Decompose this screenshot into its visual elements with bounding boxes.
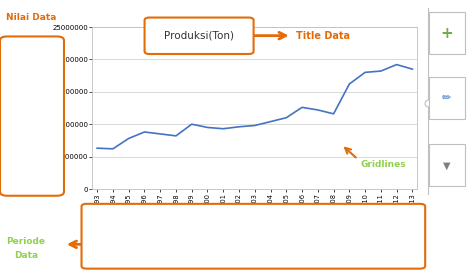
Text: Produksi(Ton): Produksi(Ton) <box>164 31 234 41</box>
Text: ▼: ▼ <box>443 160 450 171</box>
Text: Nilai Data: Nilai Data <box>6 13 56 22</box>
Text: Periode: Periode <box>7 237 46 246</box>
Text: ✏: ✏ <box>442 93 451 103</box>
Text: Data: Data <box>14 251 38 260</box>
Text: +: + <box>440 26 453 41</box>
Text: Title Data: Title Data <box>296 31 350 41</box>
Text: Gridlines: Gridlines <box>360 160 406 169</box>
